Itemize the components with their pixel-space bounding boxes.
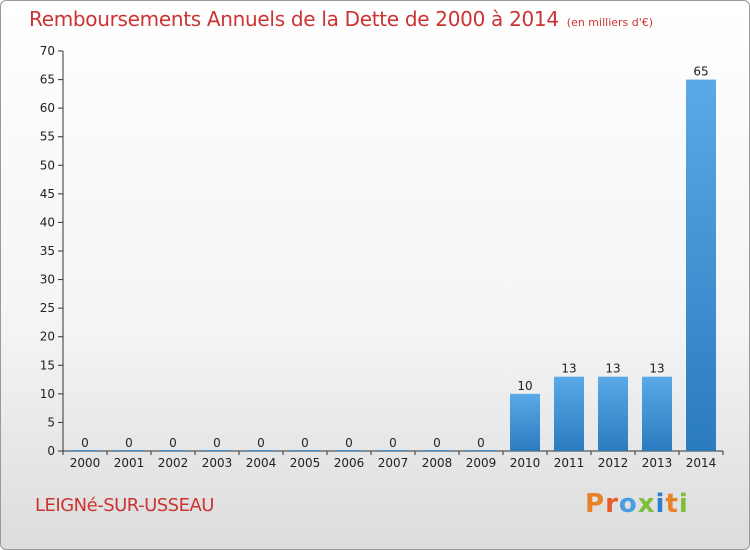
y-tick-label: 65 [40,73,55,87]
chart-title: Remboursements Annuels de la Dette de 20… [29,7,653,31]
bar [158,450,188,451]
x-tick-label: 2007 [378,456,409,470]
bar [686,79,716,452]
y-tick-label: 60 [40,101,55,115]
data-label: 0 [257,436,265,450]
data-label: 65 [693,65,708,79]
bar [290,450,320,451]
x-tick-label: 2014 [686,456,717,470]
logo-letter: x [637,489,656,519]
logo-letter: P [585,489,606,519]
data-label: 0 [169,436,177,450]
x-tick-label: 2010 [510,456,541,470]
logo-letter: i [678,489,689,519]
y-tick-label: 50 [40,158,55,172]
logo-letter: r [605,489,619,519]
x-tick-label: 2006 [334,456,365,470]
bar [642,376,672,451]
y-tick-label: 0 [47,444,55,458]
bar [246,450,276,451]
data-label: 0 [433,436,441,450]
y-tick-label: 40 [40,215,55,229]
y-tick-label: 35 [40,244,55,258]
logo-letter: i [655,489,666,519]
x-tick-label: 2004 [246,456,277,470]
data-label: 13 [561,362,576,376]
x-tick-label: 2001 [114,456,145,470]
data-label: 0 [125,436,133,450]
bar [510,393,540,451]
y-tick-label: 10 [40,387,55,401]
x-tick-label: 2013 [642,456,673,470]
bar [466,450,496,451]
y-tick-label: 15 [40,358,55,372]
x-tick-label: 2011 [554,456,585,470]
commune-name: LEIGNé-SUR-USSEAU [35,495,214,516]
data-label: 10 [517,379,532,393]
bar [422,450,452,451]
logo-letter: o [618,489,638,519]
chart-title-text: Remboursements Annuels de la Dette de 20… [29,7,559,31]
data-label: 13 [605,362,620,376]
x-tick-label: 2003 [202,456,233,470]
y-tick-label: 30 [40,273,55,287]
data-label: 0 [213,436,221,450]
bar [378,450,408,451]
data-label: 0 [301,436,309,450]
y-tick-label: 55 [40,130,55,144]
bar [114,450,144,451]
bar [334,450,364,451]
y-tick-label: 45 [40,187,55,201]
x-tick-label: 2002 [158,456,189,470]
data-label: 0 [477,436,485,450]
labels: 0 0 0 0 0 0 0 0 0 0 10 13 13 13 65 [81,65,708,450]
y-tick-label: 20 [40,330,55,344]
bars [70,79,716,452]
y-tick-label: 25 [40,301,55,315]
bar [598,376,628,451]
chart-unit: (en milliers d'€) [566,16,654,29]
data-label: 0 [389,436,397,450]
x-tick-label: 2000 [70,456,101,470]
data-label: 0 [345,436,353,450]
data-label: 13 [649,362,664,376]
bar [70,450,100,451]
logo-letter: t [665,489,679,519]
x-tick-label: 2005 [290,456,321,470]
x-tick-label: 2008 [422,456,453,470]
y-tick-label: 70 [40,44,55,58]
x-tick-label: 2012 [598,456,629,470]
y-tick-label: 5 [47,415,55,429]
data-label: 0 [81,436,89,450]
x-tick-label: 2009 [466,456,497,470]
bar [554,376,584,451]
bar [202,450,232,451]
proxiti-logo: Proxiti [585,489,689,519]
axes: 0 5 10 15 20 25 30 35 40 45 50 55 60 65 70 2000 2001 2002… [40,44,724,470]
